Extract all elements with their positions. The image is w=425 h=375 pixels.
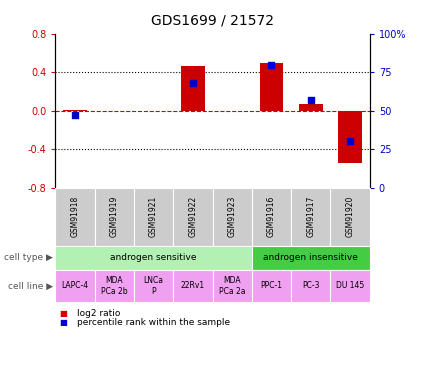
Text: GSM91921: GSM91921 [149, 196, 158, 237]
Text: GSM91918: GSM91918 [71, 196, 79, 237]
Text: GSM91920: GSM91920 [346, 196, 354, 237]
Text: MDA
PCa 2a: MDA PCa 2a [219, 276, 245, 296]
Text: ■: ■ [60, 318, 68, 327]
Bar [63, 110, 87, 111]
Text: percentile rank within the sample: percentile rank within the sample [76, 318, 230, 327]
Text: log2 ratio: log2 ratio [76, 309, 120, 318]
Bar [260, 63, 283, 111]
Text: PPC-1: PPC-1 [261, 281, 283, 291]
Text: ■: ■ [60, 309, 68, 318]
Text: LNCa
P: LNCa P [144, 276, 164, 296]
Point [347, 138, 354, 144]
Bar [181, 66, 204, 111]
Bar [299, 104, 323, 111]
Text: LAPC-4: LAPC-4 [61, 281, 88, 291]
Text: GSM91917: GSM91917 [306, 196, 315, 237]
Text: androgen sensitive: androgen sensitive [110, 254, 197, 262]
Text: cell type ▶: cell type ▶ [4, 254, 53, 262]
Text: GSM91919: GSM91919 [110, 196, 119, 237]
Text: cell line ▶: cell line ▶ [8, 281, 53, 291]
Point [190, 80, 196, 86]
Bar [338, 111, 362, 164]
Text: MDA
PCa 2b: MDA PCa 2b [101, 276, 128, 296]
Point [307, 97, 314, 103]
Text: PC-3: PC-3 [302, 281, 320, 291]
Text: DU 145: DU 145 [336, 281, 364, 291]
Text: androgen insensitive: androgen insensitive [264, 254, 358, 262]
Text: GSM91923: GSM91923 [228, 196, 237, 237]
Text: GDS1699 / 21572: GDS1699 / 21572 [151, 13, 274, 27]
Point [268, 62, 275, 68]
Text: GSM91922: GSM91922 [188, 196, 197, 237]
Text: 22Rv1: 22Rv1 [181, 281, 205, 291]
Point [71, 112, 78, 118]
Text: GSM91916: GSM91916 [267, 196, 276, 237]
